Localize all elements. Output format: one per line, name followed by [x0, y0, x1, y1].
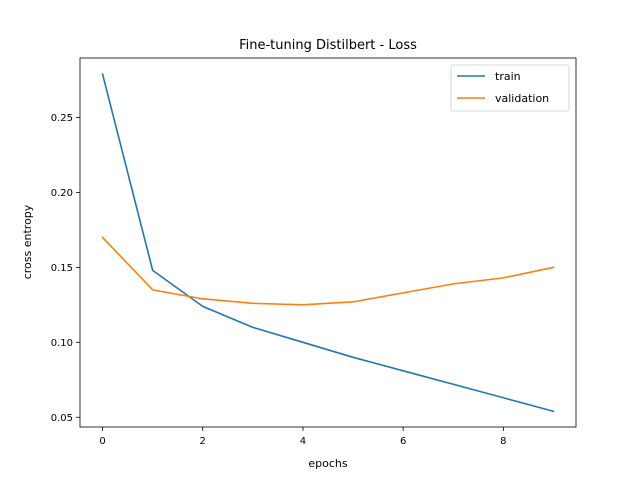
series-line-validation — [101, 236, 555, 306]
legend-label-validation: validation — [495, 92, 549, 105]
plot-area: 0 2 4 6 8 0.05 0.10 0.15 0.20 0.25 — [51, 57, 577, 447]
x-tick-label: 4 — [300, 436, 306, 447]
x-tick-label: 6 — [400, 436, 406, 447]
y-tick-label: 0.10 — [51, 338, 73, 349]
chart-title: Fine-tuning Distilbert - Loss — [239, 38, 417, 53]
y-tick-label: 0.20 — [51, 188, 73, 199]
legend-label-train: train — [495, 70, 521, 83]
series-line-train — [101, 73, 555, 413]
y-tick-label: 0.15 — [51, 263, 73, 274]
legend: train validation — [450, 64, 570, 112]
y-tick-label: 0.05 — [51, 413, 73, 424]
axes-frame — [79, 57, 577, 428]
y-tick-label: 0.25 — [51, 113, 73, 124]
x-tick-label: 8 — [500, 436, 506, 447]
y-axis-ticks: 0.05 0.10 0.15 0.20 0.25 — [51, 113, 80, 424]
x-axis-label: epochs — [308, 457, 347, 470]
x-tick-label: 0 — [99, 436, 105, 447]
series-layer — [101, 73, 555, 413]
x-tick-label: 2 — [200, 436, 206, 447]
x-axis-ticks: 0 2 4 6 8 — [99, 427, 507, 447]
y-axis-label: cross entropy — [21, 204, 34, 279]
